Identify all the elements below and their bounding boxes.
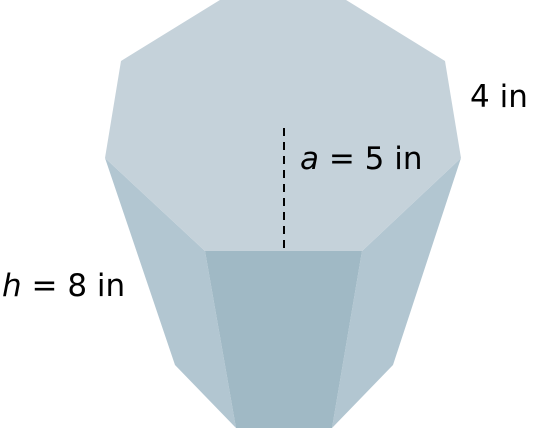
apothem-label: a = 5 in bbox=[300, 144, 423, 175]
left-lateral-face bbox=[105, 158, 236, 428]
side-length-label: 4 in bbox=[470, 82, 528, 113]
height-variable: h bbox=[2, 268, 22, 304]
apothem-variable: a bbox=[300, 141, 319, 177]
apothem-value: = 5 in bbox=[319, 141, 423, 177]
height-label: h = 8 in bbox=[2, 271, 125, 302]
side-length-text: 4 in bbox=[470, 79, 528, 115]
front-lateral-face bbox=[205, 251, 362, 428]
top-octagon-face bbox=[105, 0, 461, 251]
right-lateral-face bbox=[332, 158, 461, 428]
height-value: = 8 in bbox=[21, 268, 126, 304]
